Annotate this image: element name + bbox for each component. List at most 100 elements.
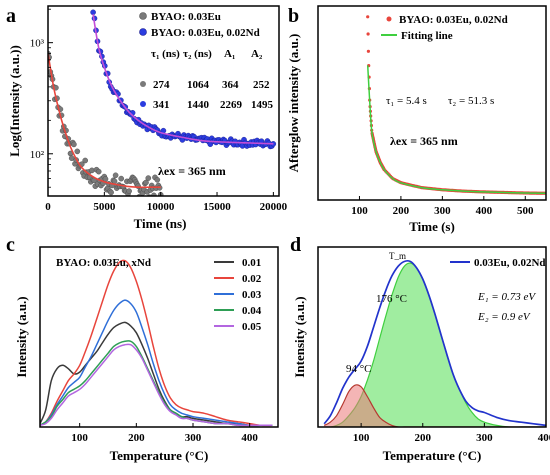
data-point-b — [366, 49, 370, 53]
x-tick-label-c: 100 — [71, 432, 88, 444]
x-tick-label-d: 400 — [538, 432, 550, 444]
legend-marker-b-0 — [386, 16, 392, 22]
data-point-eu-nd — [90, 9, 96, 16]
x-tick-label-a: 10000 — [147, 201, 175, 213]
legend-label-c-1: 0.02 — [242, 273, 262, 285]
data-point-eu — [145, 175, 152, 181]
data-point-eu — [118, 175, 124, 182]
table-header-a1: A₁ — [224, 48, 235, 60]
table-cell: 252 — [253, 79, 270, 91]
fit-area-d-2 — [324, 263, 546, 427]
panel-letter-a: a — [6, 5, 16, 27]
data-point-eu — [89, 167, 95, 174]
legend-label-b-0: BYAO: 0.03Eu, 0.02Nd — [399, 14, 508, 26]
table-cell: 1495 — [251, 99, 274, 111]
x-tick-label-d: 300 — [476, 432, 493, 444]
fit-line-d-1 — [323, 384, 546, 427]
x-tick-label-b: 400 — [476, 205, 493, 217]
lifetime-table: τ₁ (ns) τ₂ (ns) A₁ A₂ 274 1064 364 252 3… — [140, 48, 274, 111]
series-line-c-0.02 — [40, 259, 273, 427]
legend-label-a-0: BYAO: 0.03Eu — [151, 11, 221, 23]
x-tick-label-c: 300 — [185, 432, 202, 444]
table-cell: 2269 — [220, 99, 243, 111]
plot-frame-d — [317, 246, 547, 428]
data-point-eu — [82, 157, 88, 164]
x-tick-label-a: 15000 — [203, 201, 231, 213]
series-line-c-0.05 — [40, 343, 273, 427]
series-line-c-0.01 — [40, 321, 273, 427]
x-tick-label-a: 5000 — [93, 201, 116, 213]
chart-title-c: BYAO: 0.03Eu, xNd — [56, 257, 151, 269]
e2-annotation-d: E₂ = 0.9 eV — [477, 311, 531, 323]
panel-a: a 0 5000 10000 15000 20000 10² 10³ Time (ns) L… — [6, 5, 288, 231]
legend-label-c-0: 0.01 — [242, 257, 261, 269]
x-tick-label-a: 20000 — [260, 201, 288, 213]
legend-marker-a-1 — [139, 28, 147, 36]
measured-line-d — [323, 259, 546, 427]
legend-label-c-4: 0.05 — [242, 321, 262, 333]
legend-label-a-1: BYAO: 0.03Eu, 0.02Nd — [151, 27, 260, 39]
data-point-b — [366, 32, 370, 36]
plot-frame-c — [39, 246, 279, 428]
x-tick-label-b: 300 — [434, 205, 451, 217]
table-cell: 1440 — [187, 99, 210, 111]
excitation-annotation-b: λex = 365 nm — [390, 134, 458, 148]
tau2-annotation-b: τ₂ = 51.3 s — [448, 95, 494, 107]
y-tick-label-a: 10² — [30, 149, 45, 161]
data-point-eu — [71, 141, 77, 148]
y-axis-label-c: Intensity (a.u.) — [14, 296, 29, 377]
legend-label-d-0: 0.03Eu, 0.02Nd — [474, 257, 546, 269]
data-point-eu — [143, 179, 149, 186]
legend-label-c-2: 0.03 — [242, 289, 262, 301]
table-marker-row-1 — [140, 101, 146, 107]
fit-line-b — [366, 65, 546, 195]
legend-marker-a-0 — [139, 12, 147, 20]
table-marker-row-0 — [140, 81, 146, 87]
x-tick-label-c: 400 — [241, 432, 258, 444]
x-tick-label-b: 200 — [393, 205, 410, 217]
y-axis-label-a: Log(Intensity (a.u.)) — [7, 45, 22, 157]
y-axis-label-b: Afterglow intensity (a.u.) — [286, 34, 301, 173]
x-tick-label-c: 200 — [128, 432, 145, 444]
data-point-eu — [126, 188, 132, 194]
fit-line-eu — [48, 53, 161, 189]
panel-letter-c: c — [6, 234, 15, 256]
data-point-eu — [95, 168, 102, 175]
y-axis-label-d: Intensity (a.u.) — [292, 296, 307, 377]
fit-line-eu-nd — [92, 14, 274, 145]
series-line-c-0.03 — [40, 299, 273, 427]
data-point-b — [366, 15, 370, 19]
legend-label-c-3: 0.04 — [242, 305, 262, 317]
x-tick-label-b: 100 — [351, 205, 368, 217]
data-point-eu — [112, 172, 119, 179]
data-point-eu — [108, 189, 114, 196]
table-cell: 364 — [222, 79, 239, 91]
table-cell: 274 — [153, 79, 170, 91]
tm-annotation-d: T_m — [389, 251, 406, 261]
x-tick-label-b: 500 — [517, 205, 534, 217]
x-axis-label-d: Temperature (°C) — [383, 448, 482, 463]
y-tick-label-a: 10³ — [30, 38, 45, 50]
panel-letter-d: d — [290, 234, 301, 256]
data-point-eu — [74, 148, 81, 155]
table-cell: 1064 — [187, 79, 210, 91]
x-axis-label-c: Temperature (°C) — [110, 448, 209, 463]
table-header-tau1: τ₁ (ns) — [151, 48, 180, 60]
x-tick-label-a: 0 — [45, 201, 51, 213]
panel-b: b 100 200 300 400 500 Time (s) Afterglow int… — [286, 5, 547, 234]
table-cell: 341 — [153, 99, 170, 111]
fit-area-d-1 — [324, 384, 546, 427]
panel-d: d 100 200 300 400 Temperature (°C) Intensit… — [290, 234, 550, 463]
excitation-annotation-a: λex = 365 nm — [158, 164, 226, 178]
x-tick-label-d: 200 — [415, 432, 432, 444]
peak1-annotation-d: 94 °C — [346, 363, 372, 375]
x-tick-label-d: 100 — [353, 432, 370, 444]
table-header-a2: A₂ — [251, 48, 263, 60]
x-axis-label-a: Time (ns) — [134, 216, 187, 231]
x-axis-label-b: Time (s) — [409, 219, 455, 234]
plot-frame-b — [317, 5, 547, 201]
legend-label-b-1: Fitting line — [401, 30, 453, 42]
tau1-annotation-b: τ₁ = 5.4 s — [386, 95, 427, 107]
table-header-tau2: τ₂ (ns) — [183, 48, 212, 60]
